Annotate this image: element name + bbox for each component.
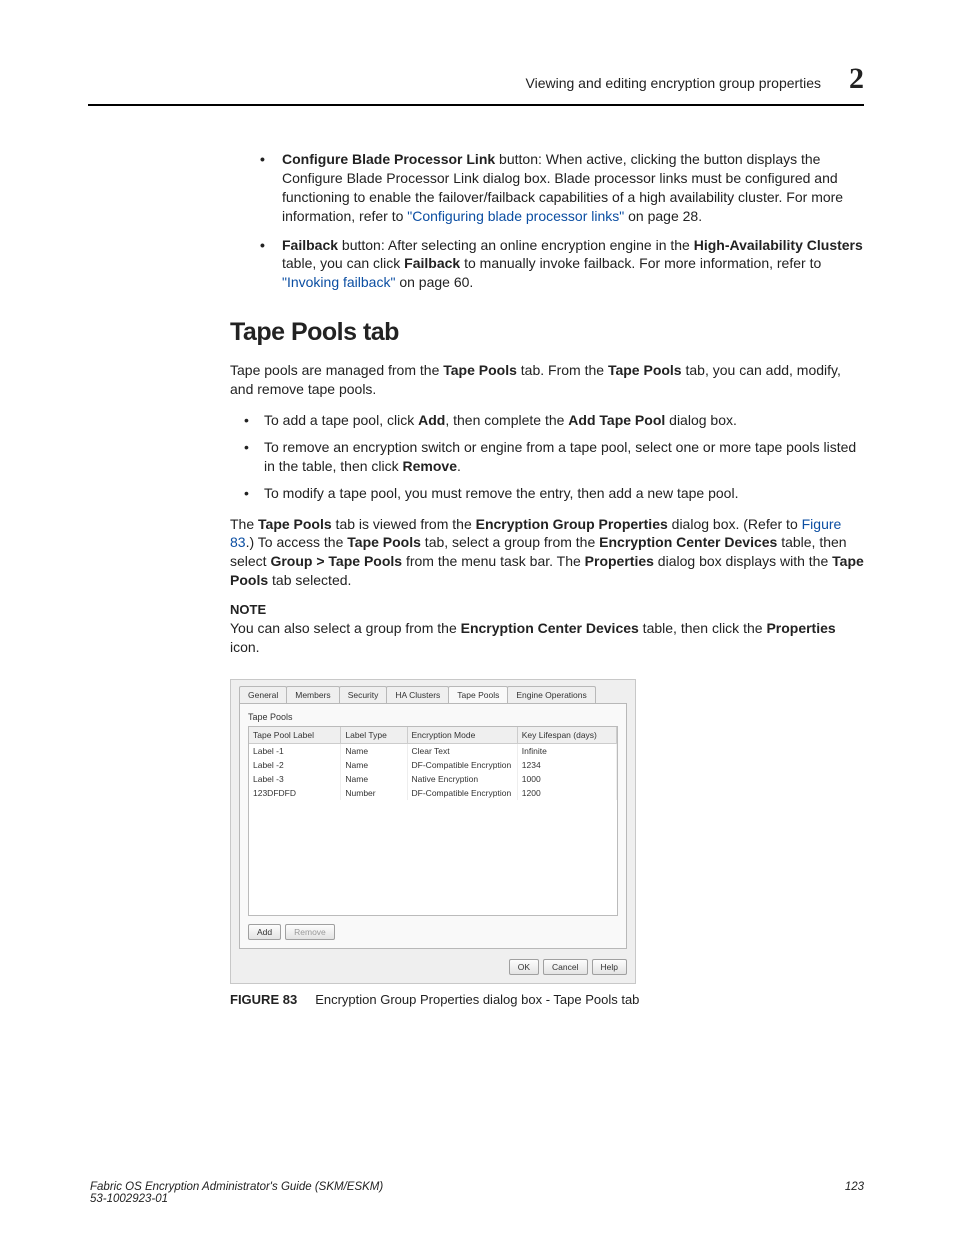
intro-paragraph: Tape pools are managed from the Tape Poo… (230, 361, 864, 399)
chapter-number: 2 (849, 62, 864, 96)
panel-title: Tape Pools (248, 712, 618, 722)
table-row[interactable]: Label -2NameDF-Compatible Encryption1234 (249, 758, 617, 772)
text: button: After selecting an online encryp… (338, 237, 694, 253)
text: to manually invoke failback. For more in… (460, 255, 821, 271)
tape-pools-table: Tape Pool Label Label Type Encryption Mo… (249, 727, 617, 800)
page-number: 123 (845, 1181, 864, 1205)
figure-label: FIGURE 83 (230, 992, 297, 1007)
table-row[interactable]: 123DFDFDNumberDF-Compatible Encryption12… (249, 786, 617, 800)
xref-link[interactable]: "Configuring blade processor links" (407, 208, 624, 224)
ok-button[interactable]: OK (509, 959, 539, 975)
help-button[interactable]: Help (592, 959, 627, 975)
tab-security[interactable]: Security (339, 686, 388, 703)
table-cell: 123DFDFD (249, 786, 341, 800)
note-text: You can also select a group from the Enc… (230, 619, 864, 657)
table-cell: DF-Compatible Encryption (407, 758, 517, 772)
table-cell: 1200 (517, 786, 616, 800)
text: on page 28. (624, 208, 702, 224)
table-cell: Native Encryption (407, 772, 517, 786)
tab-tape-pools[interactable]: Tape Pools (448, 686, 508, 703)
procedure-bullets: To add a tape pool, click Add, then comp… (244, 411, 864, 503)
table-cell: Infinite (517, 743, 616, 758)
list-item: To remove an encryption switch or engine… (244, 438, 864, 476)
feature-bullets: Configure Blade Processor Link button: W… (260, 150, 864, 292)
access-paragraph: The Tape Pools tab is viewed from the En… (230, 515, 864, 591)
table-cell: Label -1 (249, 743, 341, 758)
section-heading: Tape Pools tab (230, 318, 864, 347)
table-cell: Name (341, 758, 407, 772)
table-cell: DF-Compatible Encryption (407, 786, 517, 800)
doc-title: Fabric OS Encryption Administrator's Gui… (90, 1181, 383, 1193)
col-mode[interactable]: Encryption Mode (407, 727, 517, 744)
add-button[interactable]: Add (248, 924, 281, 940)
table-row[interactable]: Label -3NameNative Encryption1000 (249, 772, 617, 786)
table-cell: Label -2 (249, 758, 341, 772)
bullet-configure-link: Configure Blade Processor Link button: W… (260, 150, 864, 226)
page-footer: Fabric OS Encryption Administrator's Gui… (90, 1181, 864, 1205)
lead-term: Failback (282, 237, 338, 253)
running-header: Viewing and editing encryption group pro… (526, 75, 822, 91)
lead-term: Configure Blade Processor Link (282, 151, 495, 167)
bullet-failback: Failback button: After selecting an onli… (260, 236, 864, 293)
table-cell: Number (341, 786, 407, 800)
xref-link[interactable]: "Invoking failback" (282, 274, 395, 290)
tab-engine-operations[interactable]: Engine Operations (507, 686, 595, 703)
tape-pools-panel: Tape Pools Tape Pool Label Label Type En… (239, 703, 627, 949)
table-cell: 1000 (517, 772, 616, 786)
list-item: To add a tape pool, click Add, then comp… (244, 411, 864, 430)
list-item: To modify a tape pool, you must remove t… (244, 484, 864, 503)
table-cell: Label -3 (249, 772, 341, 786)
tab-general[interactable]: General (239, 686, 287, 703)
term: Failback (404, 255, 460, 271)
cancel-button[interactable]: Cancel (543, 959, 587, 975)
tab-members[interactable]: Members (286, 686, 339, 703)
text: table, you can click (282, 255, 404, 271)
header-rule (88, 104, 864, 106)
col-type[interactable]: Label Type (341, 727, 407, 744)
table-cell: Name (341, 743, 407, 758)
dialog-tabs: General Members Security HA Clusters Tap… (231, 680, 635, 703)
remove-button[interactable]: Remove (285, 924, 335, 940)
term: High-Availability Clusters (694, 237, 863, 253)
table-cell: Clear Text (407, 743, 517, 758)
col-lifespan[interactable]: Key Lifespan (days) (517, 727, 616, 744)
table-cell: 1234 (517, 758, 616, 772)
properties-dialog: General Members Security HA Clusters Tap… (230, 679, 636, 984)
table-cell: Name (341, 772, 407, 786)
figure-caption: FIGURE 83 Encryption Group Properties dia… (230, 992, 864, 1007)
figure-text: Encryption Group Properties dialog box -… (315, 992, 639, 1007)
tape-pools-table-wrap: Tape Pool Label Label Type Encryption Mo… (248, 726, 618, 916)
note-label: NOTE (230, 602, 864, 617)
text: on page 60. (395, 274, 473, 290)
doc-number: 53-1002923-01 (90, 1193, 383, 1205)
table-row[interactable]: Label -1NameClear TextInfinite (249, 743, 617, 758)
col-label[interactable]: Tape Pool Label (249, 727, 341, 744)
tab-ha-clusters[interactable]: HA Clusters (386, 686, 449, 703)
